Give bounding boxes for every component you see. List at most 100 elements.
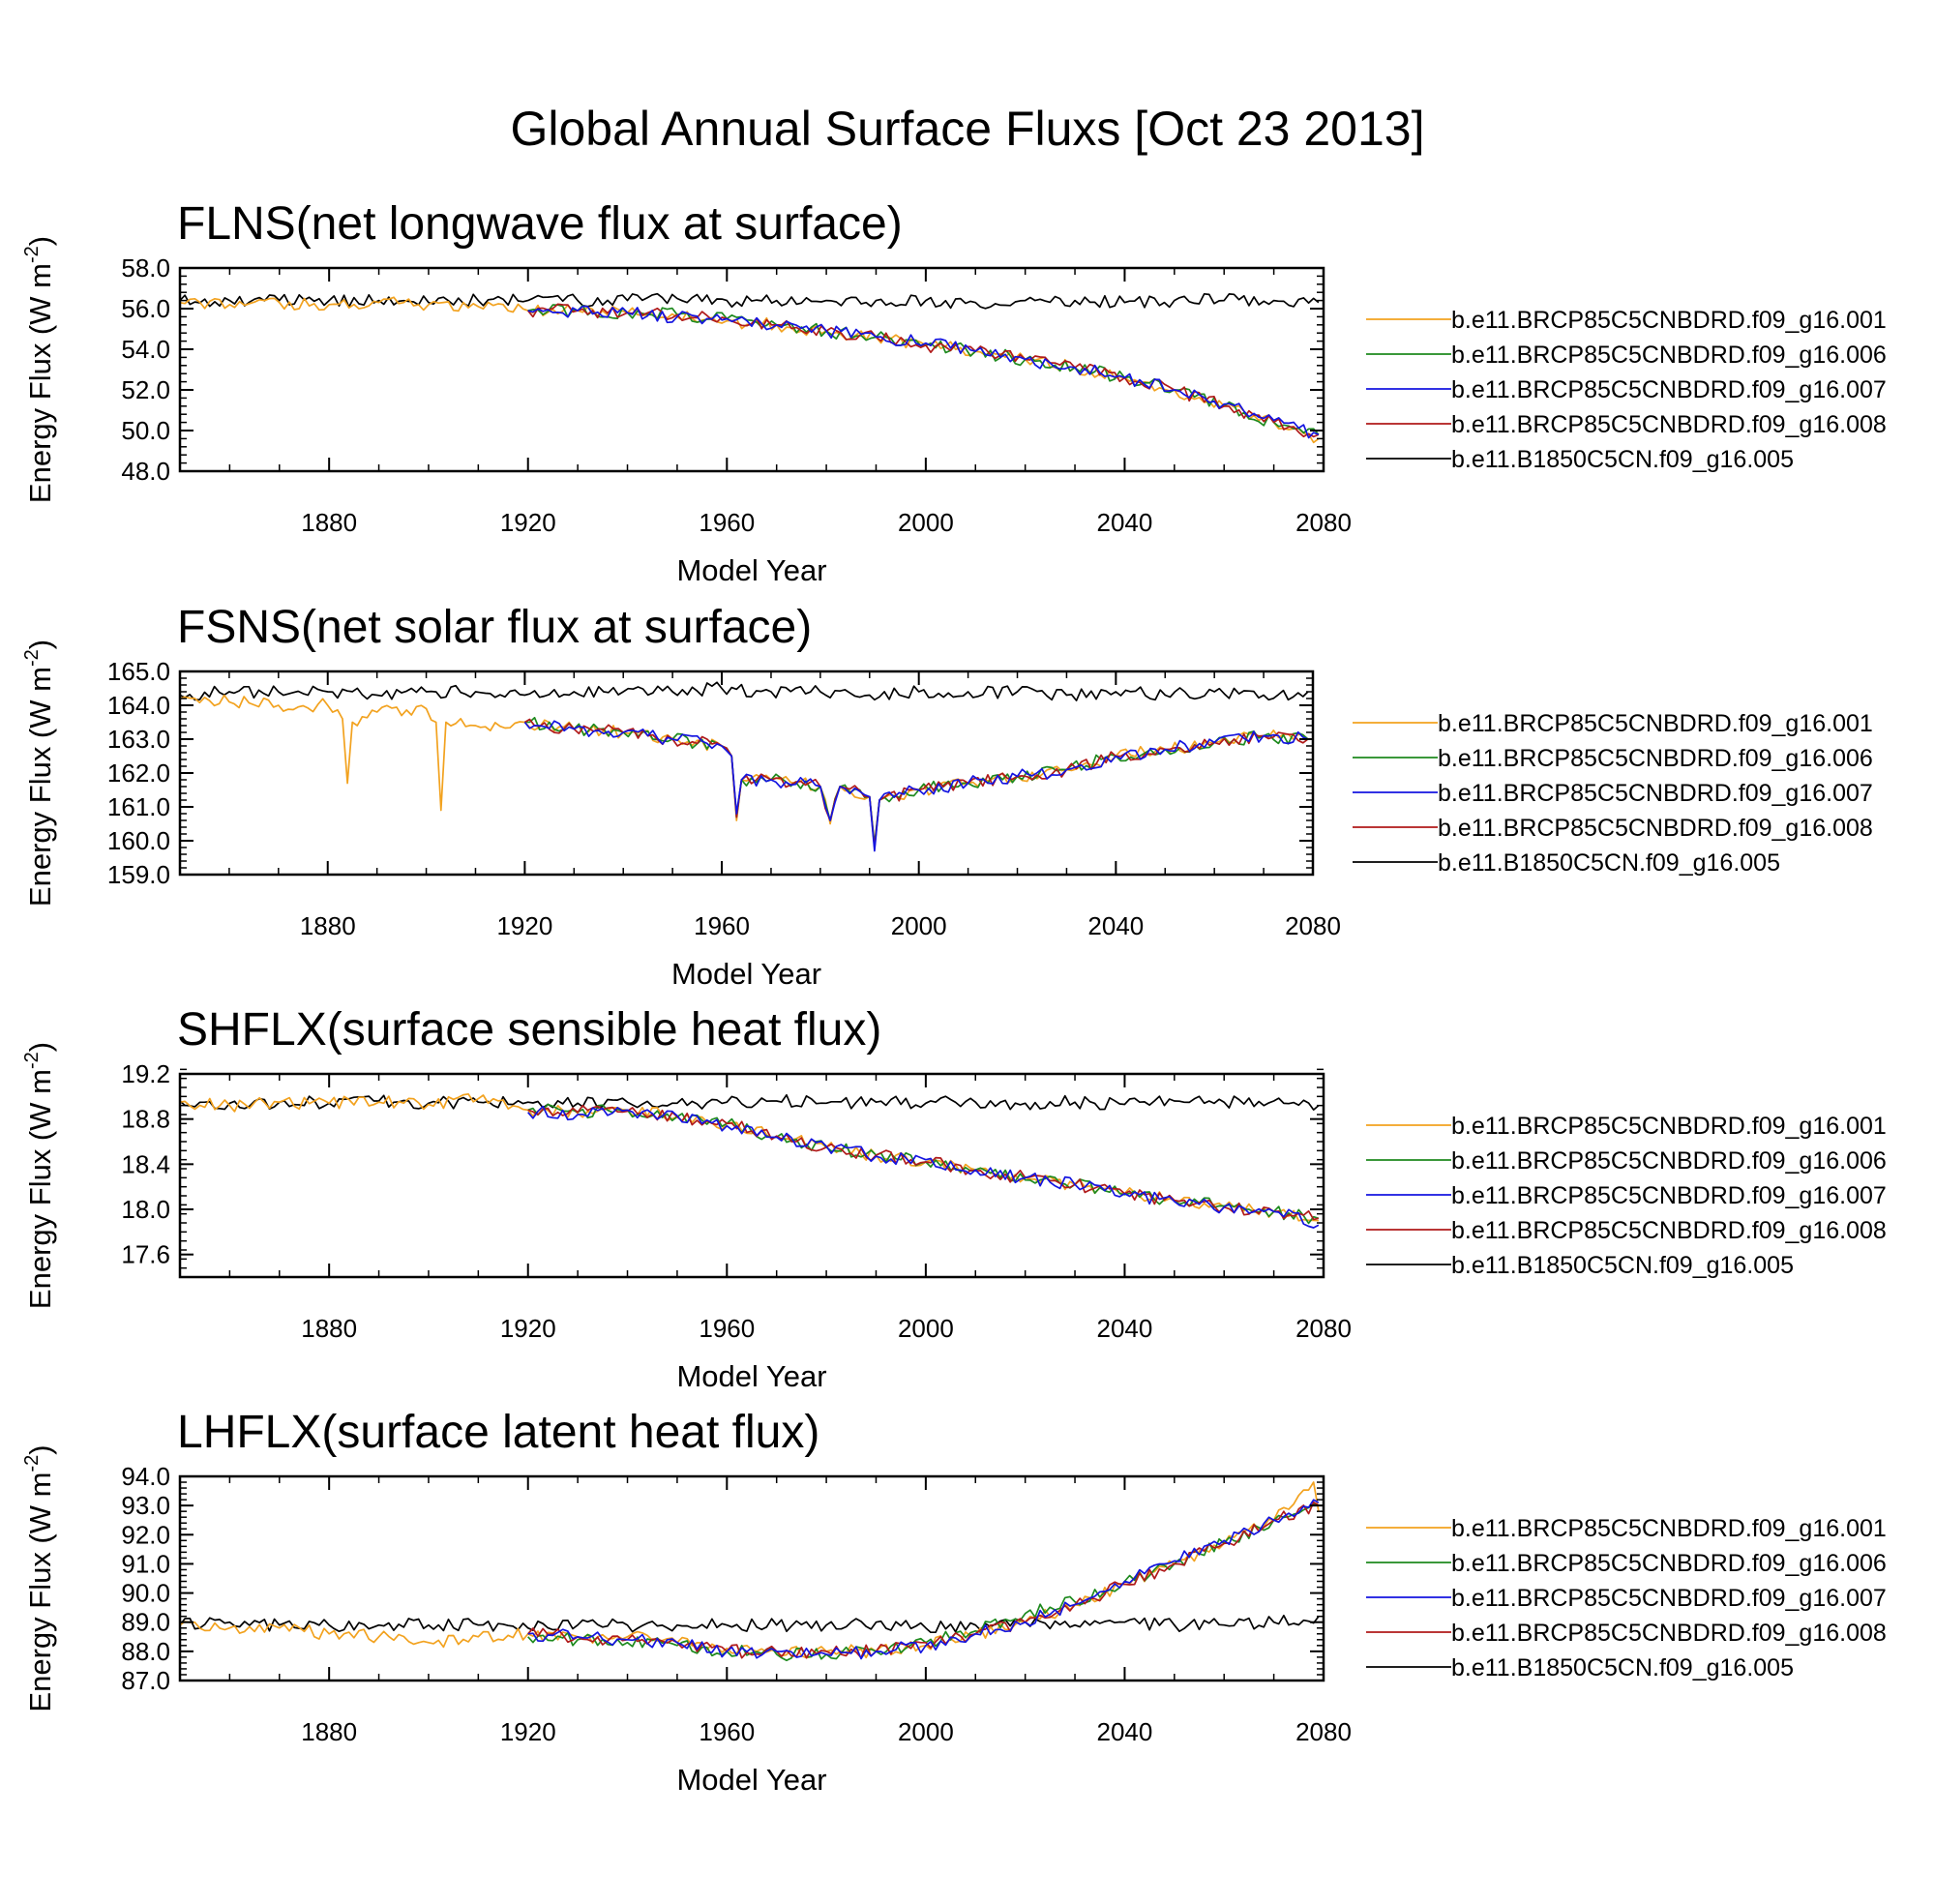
x-tick-label: 1920 (500, 508, 556, 537)
series-line (527, 305, 1320, 439)
y-tick-label: 164.0 (107, 691, 170, 720)
y-tick-label: 161.0 (107, 792, 170, 821)
legend-label: b.e11.B1850C5CN.f09_g16.005 (1451, 1252, 1794, 1279)
series-line (180, 1092, 1319, 1222)
x-tick-label: 2000 (898, 1717, 954, 1746)
series-line (524, 716, 1309, 846)
x-tick-label: 1880 (301, 1314, 357, 1343)
series-line (527, 1501, 1320, 1659)
plot-frame (178, 1072, 1325, 1279)
series-line (527, 1105, 1320, 1229)
legend: b.e11.BRCP85C5CNBDRD.f09_g16.001 b.e11.BR… (1366, 307, 1887, 473)
plot-frame (178, 1474, 1325, 1682)
legend: b.e11.BRCP85C5CNBDRD.f09_g16.001 b.e11.BR… (1366, 1515, 1887, 1681)
legend-label: b.e11.BRCP85C5CNBDRD.f09_g16.008 (1451, 1620, 1887, 1647)
series-line (527, 1104, 1320, 1221)
legend-label: b.e11.BRCP85C5CNBDRD.f09_g16.007 (1451, 1585, 1887, 1612)
y-axis-label: Energy Flux (W m-2) (21, 236, 57, 503)
series-line (527, 304, 1320, 435)
x-tick-label: 1920 (500, 1314, 556, 1343)
y-tick-label: 52.0 (121, 375, 170, 404)
y-tick-label: 54.0 (121, 335, 170, 364)
y-tick-label: 94.0 (121, 1462, 170, 1491)
plot-frame (178, 669, 1315, 877)
y-tick-label: 159.0 (107, 860, 170, 889)
y-tick-label: 56.0 (121, 294, 170, 323)
x-tick-label: 2040 (1097, 508, 1153, 537)
x-tick-label: 1880 (300, 911, 356, 940)
x-tick-label: 1880 (301, 508, 357, 537)
y-tick-label: 50.0 (121, 416, 170, 445)
legend: b.e11.BRCP85C5CNBDRD.f09_g16.001 b.e11.BR… (1366, 1113, 1887, 1279)
series-line (523, 720, 1309, 852)
y-tick-label: 88.0 (121, 1637, 170, 1666)
legend: b.e11.BRCP85C5CNBDRD.f09_g16.001 b.e11.BR… (1353, 710, 1873, 877)
x-tick-label: 2040 (1097, 1717, 1153, 1746)
panel-4: LHFLX(surface latent heat flux) 1880 1920 1… (21, 1407, 1887, 1797)
y-tick-label: 58.0 (121, 253, 170, 283)
legend-label: b.e11.BRCP85C5CNBDRD.f09_g16.001 (1438, 710, 1873, 737)
series-line (527, 303, 1320, 438)
y-tick-label: 17.6 (121, 1240, 170, 1269)
y-tick-label: 160.0 (107, 826, 170, 855)
panel-1: FLNS(net longwave flux at surface) 1880 19… (21, 198, 1887, 587)
x-tick-label: 1880 (301, 1717, 357, 1746)
x-tick-label: 1960 (699, 1717, 755, 1746)
x-tick-label: 2000 (898, 508, 954, 537)
plot-frame (178, 266, 1325, 473)
y-tick-label: 87.0 (121, 1666, 170, 1695)
series-line (180, 1614, 1320, 1634)
series-line (527, 1499, 1320, 1660)
series-line (523, 718, 1309, 848)
legend-label: b.e11.BRCP85C5CNBDRD.f09_g16.001 (1451, 1113, 1887, 1140)
x-tick-label: 2080 (1295, 1717, 1352, 1746)
y-tick-label: 91.0 (121, 1549, 170, 1578)
panel-title: FLNS(net longwave flux at surface) (177, 198, 903, 250)
legend-label: b.e11.BRCP85C5CNBDRD.f09_g16.008 (1438, 815, 1873, 842)
legend-label: b.e11.BRCP85C5CNBDRD.f09_g16.006 (1438, 745, 1873, 772)
x-tick-label: 2080 (1285, 911, 1341, 940)
legend-label: b.e11.BRCP85C5CNBDRD.f09_g16.001 (1451, 1515, 1887, 1542)
y-tick-label: 89.0 (121, 1608, 170, 1637)
legend-label: b.e11.BRCP85C5CNBDRD.f09_g16.008 (1451, 411, 1887, 438)
x-tick-label: 2040 (1087, 911, 1144, 940)
y-tick-label: 18.0 (121, 1195, 170, 1224)
y-tick-label: 19.2 (121, 1059, 170, 1088)
panel-title: FSNS(net solar flux at surface) (177, 602, 812, 653)
y-tick-label: 165.0 (107, 657, 170, 686)
y-tick-label: 90.0 (121, 1579, 170, 1608)
legend-label: b.e11.BRCP85C5CNBDRD.f09_g16.006 (1451, 1550, 1887, 1577)
series-line (180, 292, 1320, 310)
x-axis-label: Model Year (671, 957, 821, 991)
y-tick-label: 18.4 (121, 1149, 170, 1178)
x-tick-label: 1960 (694, 911, 750, 940)
series-line (180, 1093, 1320, 1111)
series-line (180, 681, 1309, 701)
x-tick-label: 1960 (699, 508, 755, 537)
series-line (180, 694, 1309, 848)
x-tick-label: 2000 (898, 1314, 954, 1343)
legend-label: b.e11.BRCP85C5CNBDRD.f09_g16.006 (1451, 342, 1887, 369)
legend-label: b.e11.BRCP85C5CNBDRD.f09_g16.006 (1451, 1147, 1887, 1175)
x-axis-label: Model Year (676, 1359, 826, 1393)
x-tick-label: 2080 (1295, 508, 1352, 537)
legend-label: b.e11.BRCP85C5CNBDRD.f09_g16.007 (1451, 376, 1887, 403)
x-axis-label: Model Year (676, 553, 826, 587)
series-line (180, 296, 1320, 444)
y-tick-label: 18.8 (121, 1105, 170, 1134)
legend-label: b.e11.BRCP85C5CNBDRD.f09_g16.001 (1451, 307, 1887, 334)
series-line (527, 1502, 1320, 1662)
x-tick-label: 2040 (1097, 1314, 1153, 1343)
legend-label: b.e11.B1850C5CN.f09_g16.005 (1451, 1654, 1794, 1681)
panel-title: SHFLX(surface sensible heat flux) (177, 1004, 881, 1056)
y-tick-label: 162.0 (107, 759, 170, 788)
panel-3: SHFLX(surface sensible heat flux) 1880 192… (21, 1004, 1887, 1393)
x-tick-label: 1920 (500, 1717, 556, 1746)
y-axis-label: Energy Flux (W m-2) (21, 640, 57, 907)
panel-title: LHFLX(surface latent heat flux) (177, 1407, 819, 1458)
legend-label: b.e11.BRCP85C5CNBDRD.f09_g16.007 (1451, 1182, 1887, 1209)
y-tick-label: 48.0 (121, 457, 170, 486)
y-tick-label: 163.0 (107, 725, 170, 754)
y-axis-label: Energy Flux (W m-2) (21, 1042, 57, 1309)
